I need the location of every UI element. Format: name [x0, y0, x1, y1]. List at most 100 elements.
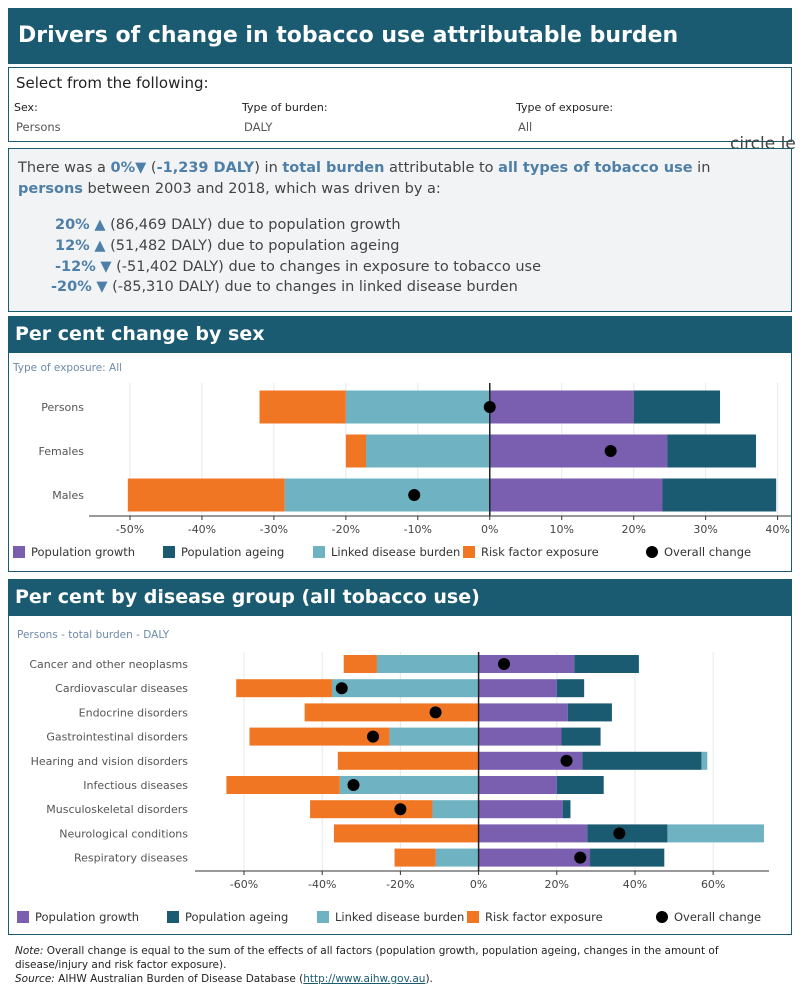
bar-linked: [376, 655, 479, 673]
burden-filter-value[interactable]: DALY: [244, 120, 273, 134]
burden-filter-label: Type of burden:: [242, 101, 328, 114]
bar-growth: [478, 800, 563, 819]
overall-change-dot: [560, 754, 573, 767]
down-arrow-icon: ▼: [96, 279, 108, 295]
x-tick-label: 20%: [545, 878, 569, 891]
summary-pct: 0%: [110, 160, 136, 176]
category-label: Infectious diseases: [83, 779, 188, 792]
summary-text: ) in: [254, 160, 283, 176]
exposure-filter-value[interactable]: All: [518, 120, 533, 134]
overall-change-dot: [498, 658, 511, 670]
driver-pct: -12%: [55, 259, 96, 275]
x-tick-label: -20%: [386, 878, 414, 891]
filter-heading: Select from the following:: [16, 74, 209, 92]
exposure-filter-label: Type of exposure:: [516, 101, 614, 114]
bar-exposure: [236, 679, 332, 698]
bar-ageing: [667, 434, 757, 468]
bar-linked: [339, 776, 479, 794]
summary-daly: -1,239 DALY: [156, 160, 255, 176]
driver-text: (-85,310 DALY) due to changes in linked …: [107, 279, 518, 295]
legend-label: Population ageing: [181, 545, 284, 559]
driver-text: (51,482 DALY) due to population ageing: [105, 238, 400, 254]
bar-growth: [478, 776, 557, 794]
bar-linked: [667, 824, 764, 843]
legend-swatch-linked: [313, 546, 325, 558]
category-label: Cancer and other neoplasms: [29, 658, 188, 671]
bar-exposure: [343, 655, 377, 673]
exposure-filter[interactable]: Type of exposure: All: [516, 101, 613, 134]
category-label: Hearing and vision disorders: [31, 755, 189, 768]
legend-swatch-growth: [13, 546, 25, 558]
filter-panel: Select from the following: Sex: Persons …: [8, 67, 792, 142]
x-tick-label: -40%: [308, 878, 336, 891]
chart2-subtitle: Persons - total burden - DALY: [17, 629, 170, 641]
bar-growth: [478, 751, 583, 770]
bar-linked: [701, 751, 708, 770]
chart1-panel: Type of exposure: All Persons Females Male…: [8, 352, 792, 572]
source-end: ).: [425, 973, 433, 985]
overall-change-dot: [347, 779, 360, 791]
x-tick-label: -40%: [188, 523, 216, 536]
bar-linked: [389, 727, 479, 746]
bar-exposure: [249, 727, 390, 746]
x-tick-label: 20%: [621, 523, 645, 536]
category-label: Neurological conditions: [59, 827, 188, 840]
source-label: Source:: [15, 973, 55, 985]
category-label: Respiratory diseases: [74, 852, 188, 865]
bar-linked: [366, 434, 490, 468]
footnote: Note: Overall change is equal to the sum…: [15, 944, 785, 986]
category-label: Females: [38, 445, 84, 458]
bar-growth: [489, 478, 663, 512]
bar-exposure: [226, 776, 340, 794]
legend-label: Population ageing: [185, 910, 288, 924]
chart2-svg: Cancer and other neoplasms Cardiovascular…: [17, 652, 769, 924]
summary-exposure: all types of tobacco use: [498, 160, 693, 176]
summary-text: (: [146, 160, 157, 176]
driver-item: -12% ▼ (-51,402 DALY) due to changes in …: [55, 259, 541, 275]
legend-swatch-ageing: [163, 546, 175, 558]
legend-label: Population growth: [31, 545, 135, 559]
bar-exposure: [333, 824, 479, 843]
legend-swatch-exposure: [463, 546, 475, 558]
bar-ageing: [587, 824, 668, 843]
overall-change-dot: [394, 803, 407, 816]
driver-pct: 12%: [55, 238, 90, 254]
summary-text: There was a: [18, 160, 111, 176]
chart2-heading: Per cent by disease group (all tobacco u…: [8, 579, 792, 615]
legend-swatch-ageing: [167, 911, 179, 923]
legend-label: Overall change: [664, 545, 751, 559]
driver-pct: 20%: [55, 217, 90, 233]
category-label: Gastrointestinal disorders: [46, 731, 188, 744]
burden-filter[interactable]: Type of burden: DALY: [242, 101, 328, 134]
x-tick-label: 40%: [765, 523, 789, 536]
source-link[interactable]: http://www.aihw.gov.au: [303, 973, 426, 985]
bar-ageing: [561, 727, 601, 746]
summary-measure: total burden: [282, 160, 385, 176]
down-arrow-icon: ▼: [100, 259, 112, 275]
down-arrow-icon: ▼: [135, 160, 147, 176]
bar-exposure: [394, 848, 436, 867]
bar-linked: [345, 390, 490, 424]
bar-ageing: [556, 679, 585, 698]
bar-growth: [478, 679, 557, 698]
bar-growth: [478, 824, 588, 843]
chart2-panel: Persons - total burden - DALY Cancer and…: [8, 615, 792, 935]
bar-exposure: [127, 478, 285, 512]
overall-change-dot: [483, 401, 496, 413]
sex-filter[interactable]: Sex: Persons: [14, 101, 61, 134]
overall-change-dot: [408, 489, 421, 501]
bar-growth: [478, 655, 575, 673]
sex-filter-value[interactable]: Persons: [16, 120, 61, 134]
category-label: Musculoskeletal disorders: [46, 803, 188, 816]
driver-text: (86,469 DALY) due to population growth: [105, 217, 401, 233]
bar-linked: [432, 800, 479, 819]
legend-label: Linked disease burden: [335, 910, 464, 924]
overall-change-dot: [367, 730, 380, 743]
legend-label: Risk factor exposure: [481, 545, 599, 559]
bar-exposure: [337, 751, 479, 770]
note-text: Overall change is equal to the sum of th…: [15, 945, 719, 971]
x-tick-label: 10%: [550, 523, 574, 536]
summary-intro: There was a 0%▼ (-1,239 DALY) in total b…: [18, 158, 778, 200]
legend-swatch-linked: [317, 911, 329, 923]
bar-ageing: [590, 848, 665, 867]
